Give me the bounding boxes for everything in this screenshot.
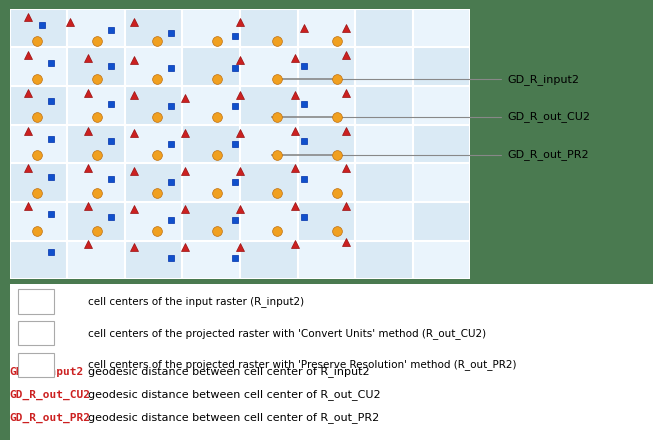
Bar	[125, 202, 182, 241]
Bar	[413, 48, 470, 86]
Bar	[125, 9, 182, 48]
Bar	[240, 202, 298, 241]
Bar	[413, 125, 470, 163]
Text: GD_R_out_PR2: GD_R_out_PR2	[10, 412, 91, 423]
Bar	[298, 9, 355, 48]
Bar	[125, 48, 182, 86]
Bar	[240, 48, 298, 86]
Text: GD_R_out_PR2: GD_R_out_PR2	[335, 150, 588, 160]
Bar	[355, 241, 413, 279]
Bar	[240, 241, 298, 279]
Bar	[182, 86, 240, 125]
Bar	[298, 202, 355, 241]
Bar	[298, 163, 355, 202]
Bar	[413, 86, 470, 125]
Bar	[413, 9, 470, 48]
Text: geodesic distance between cell center of R_out_CU2: geodesic distance between cell center of…	[88, 389, 381, 400]
Bar	[413, 163, 470, 202]
Text: cell centers of the projected raster with 'Convert Units' method (R_out_CU2): cell centers of the projected raster wit…	[88, 328, 486, 338]
Bar	[125, 125, 182, 163]
Bar	[240, 163, 298, 202]
Bar	[355, 202, 413, 241]
Text: geodesic distance between cell center of R_out_PR2: geodesic distance between cell center of…	[88, 412, 379, 423]
Bar	[10, 241, 67, 279]
Bar	[182, 125, 240, 163]
Text: GD_R_out_CU2: GD_R_out_CU2	[10, 389, 91, 400]
Bar	[67, 9, 125, 48]
Bar	[67, 241, 125, 279]
Bar	[355, 163, 413, 202]
Bar	[10, 202, 67, 241]
Bar	[10, 9, 67, 48]
Bar	[240, 86, 298, 125]
Bar	[182, 202, 240, 241]
Text: GD_R_Input2: GD_R_Input2	[10, 367, 84, 377]
Bar	[10, 86, 67, 125]
Bar	[67, 202, 125, 241]
Bar	[10, 125, 67, 163]
Text: cell centers of the input raster (R_input2): cell centers of the input raster (R_inpu…	[88, 296, 304, 307]
Bar	[10, 48, 67, 86]
Bar	[182, 48, 240, 86]
Bar	[67, 48, 125, 86]
Bar	[298, 125, 355, 163]
Bar	[67, 86, 125, 125]
Bar	[298, 86, 355, 125]
Bar	[413, 241, 470, 279]
Text: cell centers of the projected raster with 'Preserve Resolution' method (R_out_PR: cell centers of the projected raster wit…	[88, 359, 517, 370]
Text: geodesic distance between cell center of R_input2: geodesic distance between cell center of…	[88, 367, 370, 377]
Bar	[182, 163, 240, 202]
Bar	[355, 125, 413, 163]
Bar	[240, 125, 298, 163]
Bar	[355, 48, 413, 86]
Text: GD_R_input2: GD_R_input2	[340, 74, 579, 84]
Bar	[67, 125, 125, 163]
Bar	[355, 9, 413, 48]
Bar	[67, 163, 125, 202]
Bar	[413, 202, 470, 241]
Bar	[298, 241, 355, 279]
Text: GD_R_out_CU2: GD_R_out_CU2	[340, 112, 590, 122]
Bar	[125, 241, 182, 279]
Bar	[182, 9, 240, 48]
Bar	[125, 163, 182, 202]
Bar	[125, 86, 182, 125]
Bar	[10, 163, 67, 202]
Bar	[182, 241, 240, 279]
Bar	[240, 9, 298, 48]
Bar	[298, 48, 355, 86]
Bar	[355, 86, 413, 125]
